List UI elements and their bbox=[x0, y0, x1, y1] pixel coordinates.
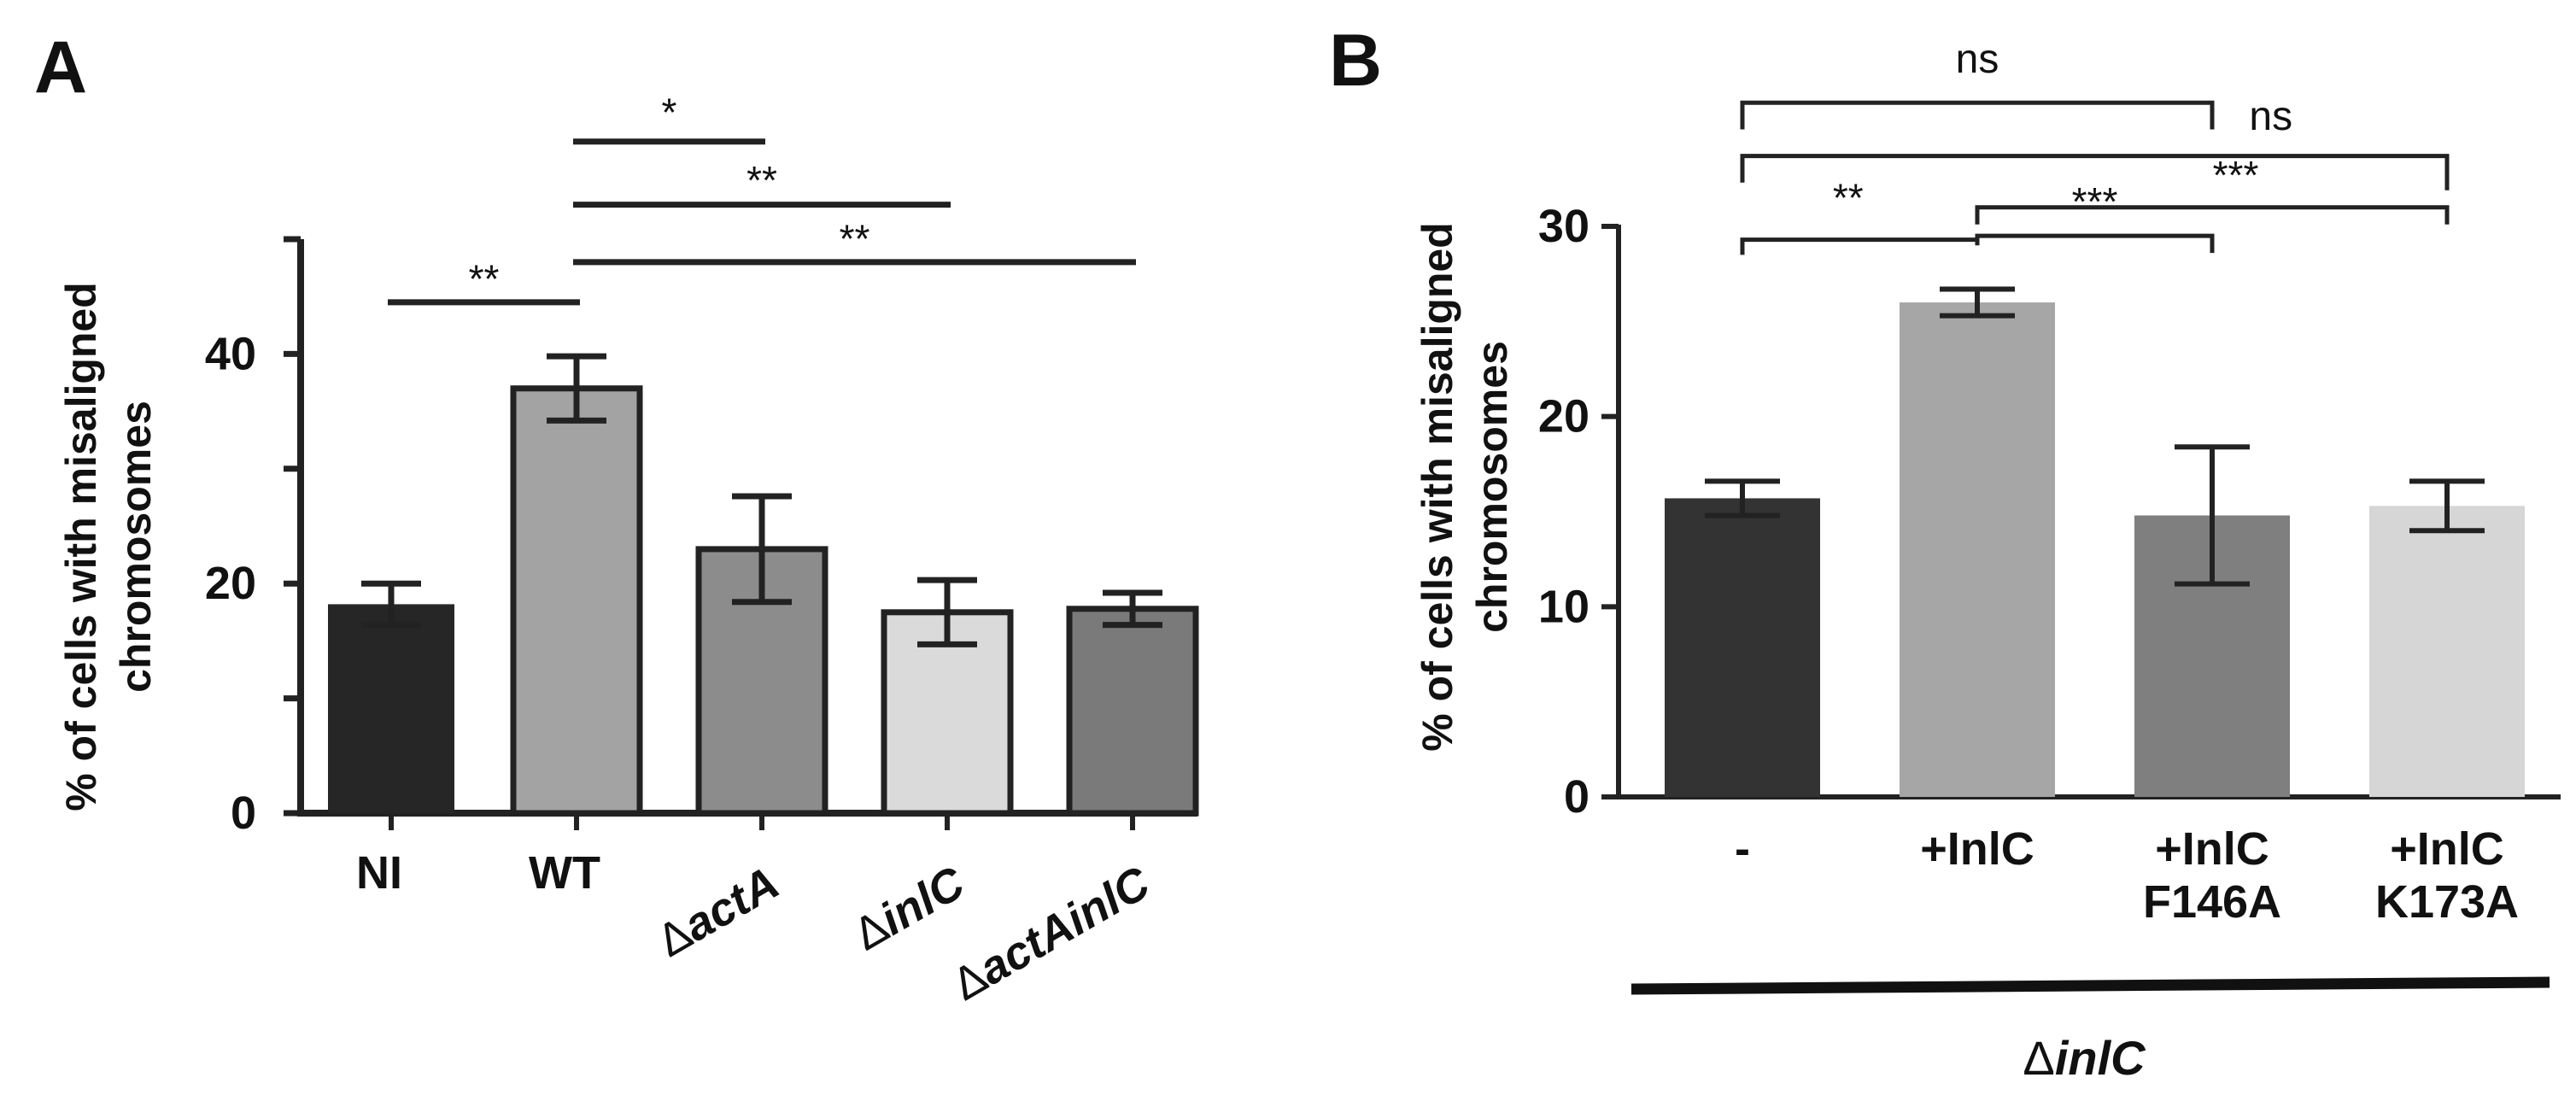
category-label: ΔinlC bbox=[845, 857, 973, 960]
significance-label: ** bbox=[840, 216, 870, 261]
significance-bracket bbox=[1740, 154, 2450, 190]
significance-label: ** bbox=[469, 256, 500, 301]
significance-label: *** bbox=[2072, 179, 2118, 224]
bar bbox=[510, 385, 643, 817]
category-label: - bbox=[1735, 823, 1750, 875]
chart-a: % of cells with misaligned chromosomes 0… bbox=[57, 90, 1199, 1010]
chart-b: % of cells with misaligned chromosomes 0… bbox=[1414, 37, 2561, 1085]
category-label: NI bbox=[356, 847, 402, 899]
significance-label: * bbox=[662, 90, 677, 134]
category-label: ΔactAinlC bbox=[944, 857, 1159, 1010]
category-label: +InlC bbox=[2155, 823, 2269, 875]
errorbars-a bbox=[361, 353, 1162, 647]
significance-bracket bbox=[1740, 237, 1980, 255]
bars-b bbox=[1665, 302, 2525, 798]
category-label: K173A bbox=[2375, 876, 2519, 928]
significance-bracket bbox=[1975, 233, 2215, 254]
significance-label: ns bbox=[2249, 94, 2292, 139]
y-tick-label-a: 20 bbox=[205, 558, 256, 609]
y-tick-label-a: 40 bbox=[205, 328, 256, 379]
significance-label: ** bbox=[746, 158, 777, 202]
bar bbox=[1066, 606, 1199, 817]
bar bbox=[2369, 506, 2525, 797]
ylabel-a-line2: chromosomes bbox=[112, 401, 160, 693]
group-label-b: ΔinlC bbox=[2023, 1031, 2146, 1085]
category-label: ΔactA bbox=[648, 857, 787, 967]
ylabel-b-line2: chromosomes bbox=[1468, 341, 1516, 633]
significance-label: *** bbox=[2213, 153, 2259, 197]
group-bar-b bbox=[1630, 976, 2550, 995]
panel-label-b: B bbox=[1329, 20, 1382, 102]
bar bbox=[1900, 302, 2055, 798]
bar bbox=[328, 604, 454, 813]
category-label: +InlC bbox=[1920, 823, 2034, 875]
panel-label-a: A bbox=[34, 26, 87, 108]
y-tick-label-b: 0 bbox=[1564, 771, 1590, 823]
category-label: F146A bbox=[2143, 876, 2281, 928]
category-label: +InlC bbox=[2390, 823, 2504, 875]
significance-a: ******* bbox=[388, 90, 1136, 306]
y-tick-label-a: 0 bbox=[231, 788, 256, 839]
ylabel-b-line1: % of cells with misaligned bbox=[1414, 222, 1461, 752]
bar bbox=[1665, 498, 1820, 797]
category-label: WT bbox=[529, 847, 600, 899]
y-tick-label-b: 30 bbox=[1538, 201, 1590, 252]
y-tick-label-b: 10 bbox=[1538, 581, 1590, 632]
significance-label: ** bbox=[1833, 176, 1864, 220]
y-tick-label-b: 20 bbox=[1538, 391, 1590, 442]
significance-bracket bbox=[1975, 205, 2450, 225]
significance-bracket bbox=[1740, 100, 2215, 130]
errorbars-b bbox=[1705, 286, 2485, 587]
ylabel-a-line1: % of cells with misaligned bbox=[57, 282, 105, 811]
significance-label: ns bbox=[1956, 37, 1999, 82]
